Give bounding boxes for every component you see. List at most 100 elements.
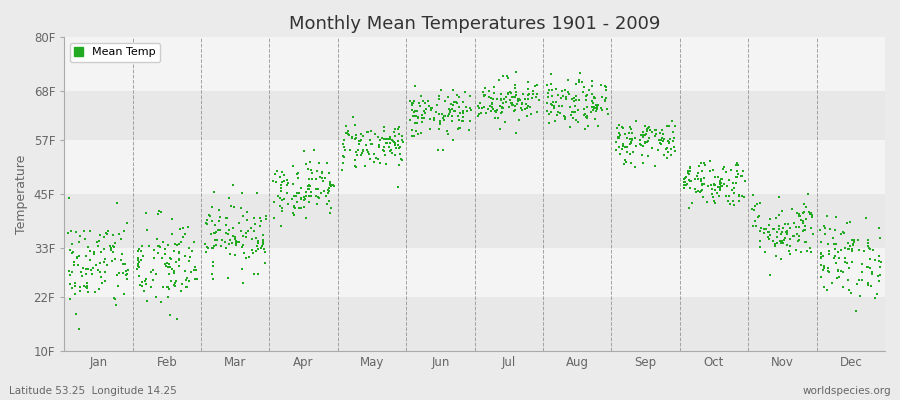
- Point: [628, 164, 643, 170]
- Point: [160, 284, 175, 290]
- Point: [546, 103, 561, 110]
- Point: [388, 152, 402, 158]
- Point: [806, 231, 820, 238]
- Point: [83, 257, 97, 264]
- Point: [837, 230, 851, 236]
- Point: [258, 249, 273, 255]
- Point: [423, 126, 437, 132]
- Point: [113, 236, 128, 242]
- Point: [222, 241, 237, 248]
- Point: [158, 250, 173, 257]
- Point: [341, 130, 356, 137]
- Point: [410, 107, 425, 114]
- Point: [274, 188, 288, 195]
- Point: [376, 148, 391, 155]
- Point: [205, 276, 220, 282]
- Point: [505, 100, 519, 106]
- Point: [79, 271, 94, 277]
- Point: [87, 289, 102, 296]
- Point: [374, 135, 389, 141]
- Point: [707, 200, 722, 207]
- Point: [190, 275, 204, 282]
- Point: [552, 103, 566, 109]
- Point: [277, 171, 292, 178]
- Point: [392, 124, 406, 130]
- Point: [287, 203, 302, 210]
- Point: [220, 215, 234, 221]
- Point: [717, 164, 732, 170]
- Point: [366, 158, 381, 165]
- Point: [112, 230, 126, 237]
- Point: [834, 268, 849, 274]
- Point: [442, 111, 456, 118]
- Bar: [64, 91, 885, 140]
- Point: [151, 211, 166, 217]
- Point: [719, 169, 733, 176]
- Point: [388, 142, 402, 148]
- Point: [347, 163, 362, 170]
- Point: [69, 310, 84, 317]
- Point: [487, 90, 501, 97]
- Point: [153, 209, 167, 216]
- Point: [760, 233, 775, 240]
- Point: [797, 226, 812, 233]
- Point: [803, 244, 817, 251]
- Point: [843, 218, 858, 225]
- Point: [749, 223, 763, 229]
- Point: [111, 282, 125, 289]
- Point: [379, 140, 393, 146]
- Point: [292, 205, 306, 212]
- Point: [661, 138, 675, 144]
- Point: [89, 239, 104, 245]
- Point: [349, 152, 364, 159]
- Point: [565, 115, 580, 121]
- Point: [843, 290, 858, 296]
- Point: [377, 144, 392, 150]
- Point: [302, 199, 316, 205]
- Point: [163, 312, 177, 318]
- Point: [778, 220, 792, 227]
- Point: [862, 256, 877, 263]
- Point: [131, 246, 146, 252]
- Point: [654, 141, 669, 147]
- Point: [99, 229, 113, 236]
- Point: [851, 237, 866, 244]
- Point: [821, 264, 835, 271]
- Point: [230, 238, 244, 244]
- Point: [158, 246, 172, 252]
- Point: [585, 90, 599, 97]
- Point: [763, 272, 778, 278]
- Point: [280, 177, 294, 184]
- Point: [62, 268, 77, 274]
- Point: [337, 144, 351, 150]
- Point: [611, 134, 625, 140]
- Point: [178, 268, 193, 274]
- Point: [97, 269, 112, 275]
- Point: [407, 133, 421, 140]
- Point: [120, 275, 134, 282]
- Point: [707, 180, 722, 187]
- Point: [866, 246, 880, 253]
- Point: [202, 213, 217, 220]
- Point: [548, 86, 562, 92]
- Point: [252, 223, 266, 229]
- Point: [425, 104, 439, 111]
- Point: [662, 139, 676, 145]
- Point: [798, 216, 813, 222]
- Point: [403, 116, 418, 123]
- Point: [624, 126, 638, 133]
- Point: [176, 225, 190, 231]
- Point: [155, 255, 169, 261]
- Point: [391, 184, 405, 190]
- Point: [235, 266, 249, 272]
- Point: [731, 170, 745, 177]
- Point: [624, 139, 638, 145]
- Point: [648, 163, 662, 170]
- Point: [787, 233, 801, 239]
- Point: [509, 92, 524, 98]
- Point: [84, 266, 98, 273]
- Point: [270, 168, 284, 174]
- Point: [774, 230, 788, 237]
- Point: [766, 226, 780, 232]
- Point: [640, 126, 654, 132]
